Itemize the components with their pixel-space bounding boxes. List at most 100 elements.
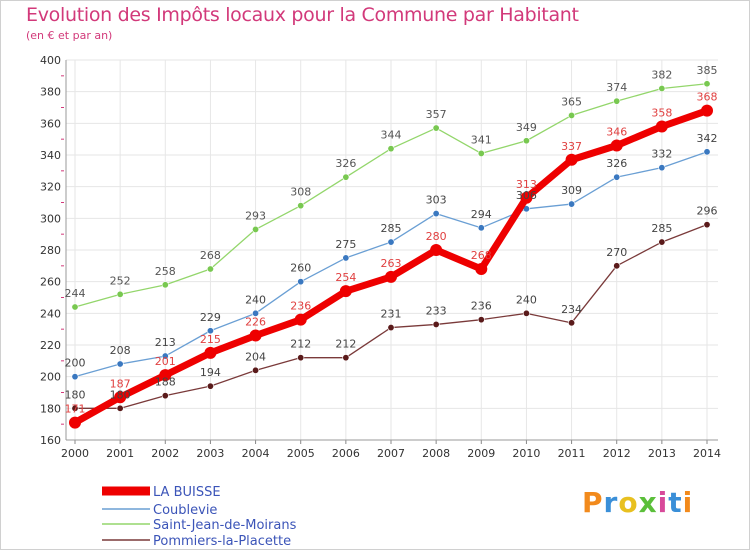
x-tick-label: 2007	[377, 447, 405, 460]
data-label: 229	[200, 311, 221, 324]
data-point	[252, 225, 260, 233]
data-point	[613, 173, 621, 181]
data-label: 313	[516, 178, 537, 191]
data-label: 252	[110, 274, 131, 287]
data-point	[71, 404, 79, 412]
y-tick-label: 360	[40, 117, 61, 130]
data-point	[568, 200, 576, 208]
logo-letter: x	[638, 486, 658, 519]
data-point	[161, 392, 169, 400]
x-tick-label: 2012	[603, 447, 631, 460]
logo-letter: i	[657, 486, 669, 519]
data-label: 326	[606, 157, 627, 170]
data-label: 236	[290, 300, 311, 313]
y-tick-label: 300	[40, 212, 61, 225]
data-point	[159, 369, 172, 382]
data-label: 268	[200, 249, 221, 262]
data-point	[114, 391, 127, 404]
data-point	[387, 238, 395, 246]
data-point	[297, 202, 305, 210]
data-point	[249, 329, 262, 342]
data-label: 171	[65, 403, 86, 416]
x-tick-label: 2010	[512, 447, 540, 460]
y-tick-label: 160	[40, 434, 61, 447]
y-tick-label: 340	[40, 149, 61, 162]
data-point	[206, 382, 214, 390]
data-label: 194	[200, 366, 221, 379]
data-label: 204	[245, 350, 266, 363]
data-point	[116, 360, 124, 368]
y-tick-label: 240	[40, 307, 61, 320]
x-tick-label: 2011	[558, 447, 586, 460]
data-point	[568, 111, 576, 119]
logo-letter: o	[618, 486, 639, 519]
x-tick-label: 2005	[287, 447, 315, 460]
data-label: 212	[290, 338, 311, 351]
data-point	[658, 85, 666, 93]
data-label: 344	[381, 129, 402, 142]
data-label: 346	[606, 126, 627, 139]
x-tick-label: 2014	[693, 447, 721, 460]
data-point	[206, 265, 214, 273]
data-label: 296	[697, 205, 718, 218]
data-label: 341	[471, 133, 492, 146]
data-label: 294	[471, 208, 492, 221]
y-tick-label: 320	[40, 181, 61, 194]
data-label: 293	[245, 209, 266, 222]
data-label: 240	[516, 293, 537, 306]
data-label: 244	[65, 287, 86, 300]
x-tick-label: 2000	[61, 447, 89, 460]
data-point	[387, 324, 395, 332]
x-tick-label: 2004	[242, 447, 270, 460]
grid	[66, 59, 718, 441]
data-point	[430, 244, 443, 256]
data-label: 382	[651, 69, 672, 82]
data-point	[204, 346, 217, 359]
data-label: 270	[606, 246, 627, 259]
logo-letter: i	[682, 486, 694, 519]
data-point	[252, 309, 260, 317]
data-point	[477, 149, 485, 157]
x-tick-label: 2013	[648, 447, 676, 460]
legend: LA BUISSE CoublevieSaint-Jean-de-MoiransP…	[102, 485, 297, 549]
data-label: 368	[697, 91, 718, 104]
y-tick-label: 180	[40, 402, 61, 415]
data-label: 357	[426, 108, 447, 121]
data-point	[613, 97, 621, 105]
data-label: 234	[561, 303, 582, 316]
x-tick-label: 2003	[196, 447, 224, 460]
data-point	[161, 281, 169, 289]
data-label: 308	[290, 186, 311, 199]
data-point	[703, 221, 711, 229]
data-point	[522, 137, 530, 145]
logo-letter: t	[668, 486, 683, 519]
data-point	[701, 104, 713, 117]
data-point	[342, 354, 350, 362]
data-point	[206, 327, 214, 335]
x-tick-label: 2001	[106, 447, 134, 460]
data-point	[520, 191, 533, 204]
legend-label: Saint-Jean-de-Moirans	[153, 518, 297, 533]
data-label: 358	[651, 107, 672, 120]
data-label: 365	[561, 95, 582, 108]
chart-subtitle: (en € et par an)	[26, 29, 113, 42]
legend-label: LA BUISSE	[153, 485, 221, 500]
data-point	[655, 120, 668, 133]
y-tick-label: 200	[40, 371, 61, 384]
data-point	[613, 262, 621, 270]
data-label: 285	[651, 222, 672, 235]
y-tick-label: 260	[40, 276, 61, 289]
data-point	[565, 153, 578, 166]
data-label: 309	[561, 184, 582, 197]
data-point	[161, 352, 169, 360]
data-label: 268	[471, 249, 492, 262]
x-tick-label: 2006	[332, 447, 360, 460]
data-point	[432, 124, 440, 132]
series	[69, 80, 713, 429]
logo-letter: r	[603, 486, 619, 519]
data-label: 280	[426, 230, 447, 243]
data-label: 180	[110, 388, 131, 401]
proxiti-logo: Proxiti	[582, 486, 693, 519]
data-label: 200	[65, 357, 86, 370]
data-label: 337	[561, 140, 582, 153]
